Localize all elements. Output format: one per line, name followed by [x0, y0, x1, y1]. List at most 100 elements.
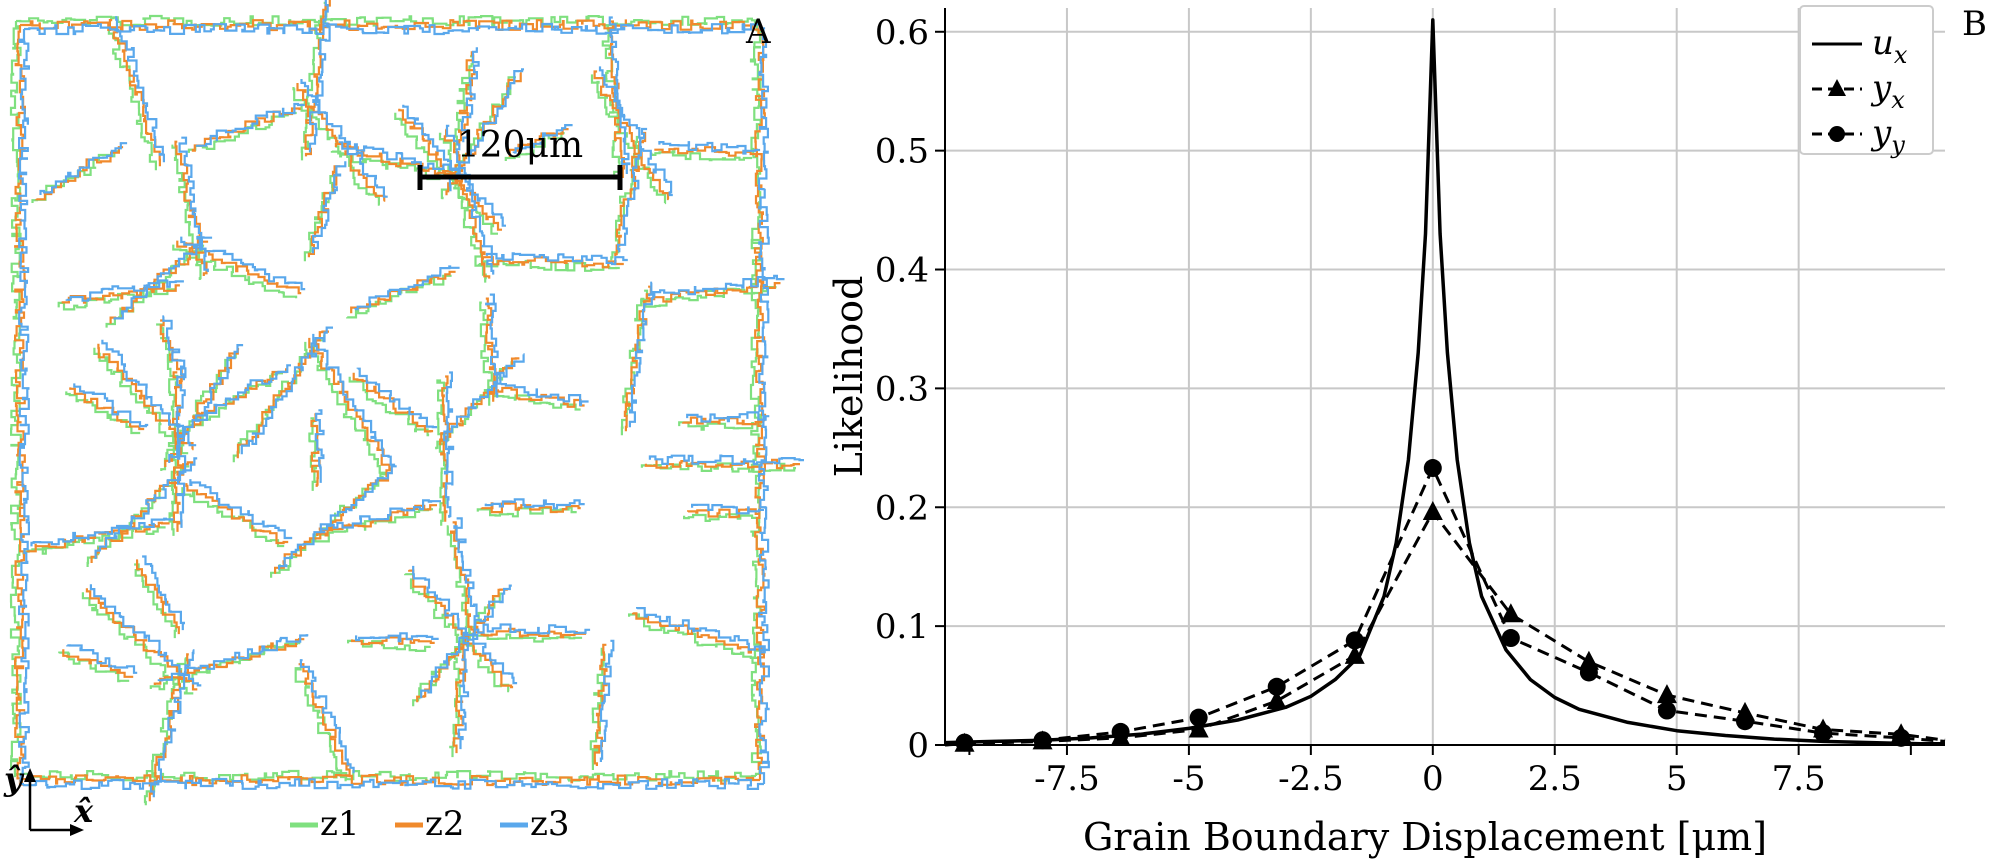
boundary-segment [167, 375, 177, 536]
boundary-segment [320, 499, 441, 532]
boundary-layer-z3 [18, 0, 804, 798]
series-y_y [944, 459, 1946, 752]
boundary-segment [314, 409, 325, 483]
boundary-segment [599, 639, 615, 762]
y-tick-label: 0.6 [875, 13, 929, 53]
boundary-segment [590, 74, 667, 205]
boundary-segment [149, 649, 195, 798]
point-y_y [1345, 631, 1364, 650]
boundary-segment [296, 83, 386, 202]
boundary-segment [351, 636, 435, 646]
boundary-segment [454, 55, 474, 151]
axis-x-label: x̂ [73, 792, 94, 830]
boundary-segment [691, 503, 764, 515]
x-tick-label: 2.5 [1528, 759, 1582, 799]
boundary-segment [648, 274, 785, 297]
boundary-segment [749, 19, 762, 776]
boundary-segment [292, 87, 380, 206]
boundary-segment [22, 525, 166, 555]
chart-series [944, 18, 1946, 752]
point-y_x [1266, 690, 1287, 710]
legend-label-y_x: yx [1870, 68, 1905, 114]
boundary-segment [303, 170, 338, 262]
boundary-segment [640, 462, 796, 473]
boundary-segment [89, 584, 202, 687]
boundary-segment [97, 343, 194, 451]
boundary-segment [477, 259, 620, 272]
boundary-segment [658, 141, 761, 155]
boundary-segment [453, 517, 480, 633]
boundary-segment [354, 265, 460, 311]
point-y_y [1423, 459, 1442, 478]
point-y_y [1111, 722, 1130, 741]
boundary-segment [412, 565, 518, 685]
boundary-segment [500, 383, 589, 406]
boundary-segment [420, 584, 512, 699]
boundary-segment [644, 458, 800, 470]
boundary-segment [136, 559, 180, 635]
boundary-segment [457, 631, 470, 750]
boundary-segment [446, 525, 471, 641]
boundary-segment [300, 79, 388, 198]
boundary-segment [687, 508, 760, 519]
grain-boundary-lines [9, 0, 804, 806]
boundary-segment [115, 16, 165, 163]
boundary-segment [398, 108, 502, 231]
point-y_y [1736, 712, 1754, 731]
boundary-segment [310, 413, 321, 487]
boundary-segment [452, 635, 470, 754]
boundary-segment [189, 479, 293, 540]
point-y_y [1033, 731, 1052, 750]
boundary-segment [69, 387, 145, 431]
boundary-segment [18, 29, 30, 786]
x-tick-label: -2.5 [1278, 759, 1344, 799]
panel-b-letter: B [1962, 4, 1987, 44]
boundary-segment [153, 638, 305, 685]
boundary-segment [304, 0, 331, 157]
point-y_x [1422, 501, 1443, 521]
series-line-y_y [944, 466, 1946, 747]
boundary-segment [753, 23, 767, 780]
boundary-segment [308, 417, 318, 491]
y-tick-label: 0.3 [875, 369, 929, 409]
boundary-segment [644, 280, 781, 303]
boundary-segment [311, 161, 347, 254]
boundary-segment [654, 146, 757, 157]
boundary-segment [512, 124, 573, 154]
boundary-segment [57, 288, 176, 311]
boundary-segment [274, 469, 393, 574]
likelihood-chart: -7.5 -5 -2.5 0 2.5 5 7.5 0 0.1 0.2 0.3 0.4 0.5 0.6 Li… [827, 5, 1946, 859]
boundary-segment [85, 588, 198, 691]
boundary-segment [73, 383, 149, 428]
legend-label-sub: x [1891, 86, 1905, 114]
boundary-segment [180, 236, 306, 291]
boundary-segment [308, 337, 392, 470]
boundary-segment [175, 367, 187, 528]
boundary-segment [636, 607, 768, 651]
boundary-segment [480, 502, 581, 514]
point-y_y [1892, 728, 1911, 747]
boundary-segment [757, 27, 770, 784]
point-y_y [1267, 677, 1286, 696]
boundary-segment [195, 102, 305, 147]
boundary-segment [39, 142, 128, 195]
point-y_x [1500, 603, 1521, 623]
boundary-segment [185, 483, 289, 545]
x-tick-label: -5 [1172, 759, 1205, 799]
legend-marker [1829, 126, 1845, 142]
scale-bar: 120μm [417, 125, 623, 190]
boundary-segment [593, 70, 670, 201]
boundary-segment [300, 1, 328, 161]
boundary-segment [485, 252, 628, 266]
y-tick-label: 0.5 [875, 132, 929, 172]
chart-axes: -7.5 -5 -2.5 0 2.5 5 7.5 0 0.1 0.2 0.3 0.4 0.5 0.6 [875, 8, 1945, 799]
x-tick-label: -7.5 [1034, 759, 1100, 799]
legend-box [1799, 5, 1934, 155]
point-y_y [955, 733, 974, 752]
boundary-segment [628, 281, 656, 428]
y-tick-label: 0.2 [875, 488, 929, 528]
boundary-segment [162, 315, 186, 381]
boundary-segment [481, 256, 624, 269]
legend-label-u_x: ux [1872, 23, 1908, 69]
